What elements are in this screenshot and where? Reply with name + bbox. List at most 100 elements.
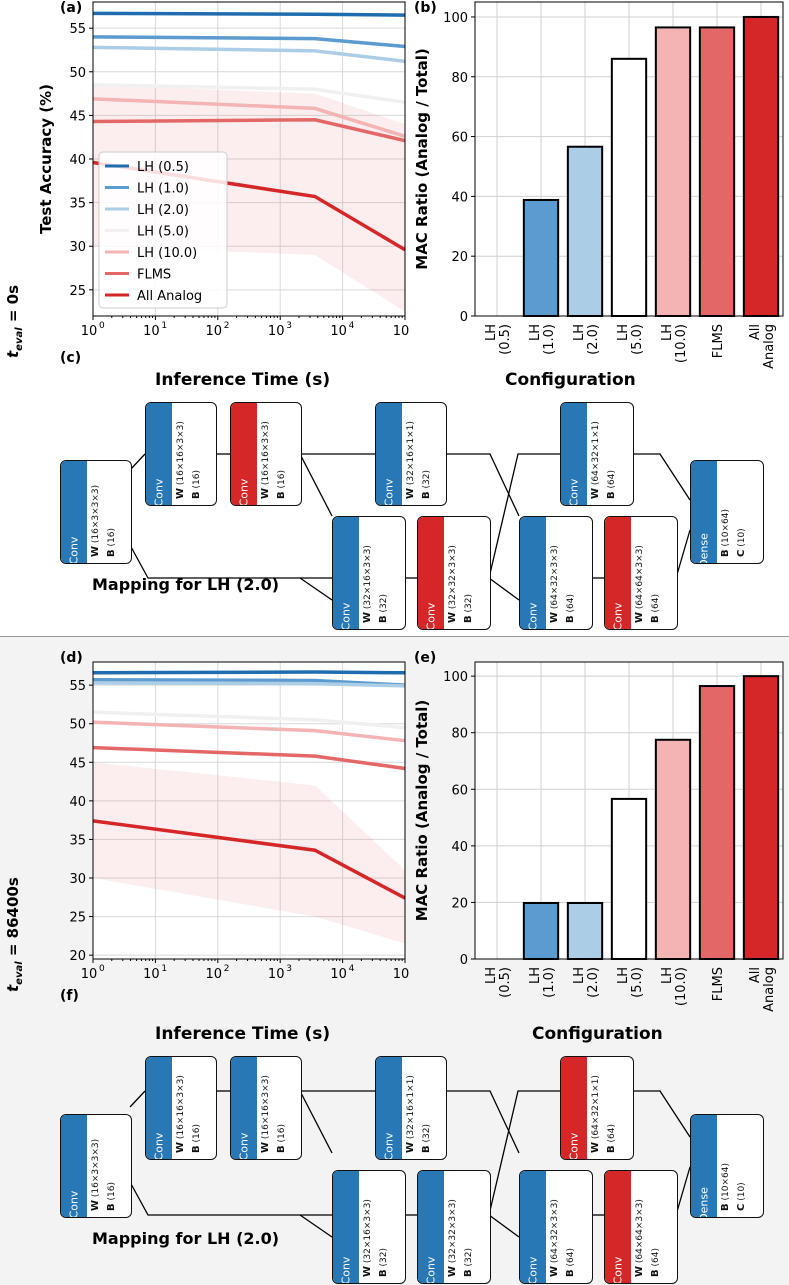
layer-param: B (64) bbox=[565, 594, 576, 623]
layer-param: B (16) bbox=[106, 528, 117, 557]
layer-param-value: (16×16×3×3) bbox=[261, 1075, 271, 1142]
chart-b-xtick-text: LH bbox=[660, 324, 675, 341]
chart-e-xtick-label: All Analog bbox=[748, 967, 777, 1012]
layer-type-label: Conv bbox=[567, 1132, 581, 1160]
chart-b-bar-lh50 bbox=[610, 57, 648, 317]
chart-a-ytick-label: 50 bbox=[69, 66, 86, 81]
mapping-title-bottom: Mapping for LH (2.0) bbox=[92, 1229, 280, 1248]
layer-param-key: B bbox=[191, 491, 202, 499]
layer-type-strip: Conv bbox=[605, 517, 631, 629]
layer-param: W (16×16×3×3) bbox=[260, 1075, 271, 1153]
chart-e-xtick-label: LH (2.0) bbox=[572, 967, 601, 998]
layer-param: C (10) bbox=[736, 1182, 747, 1211]
chart-d-ytick-label: 30 bbox=[69, 872, 86, 887]
chart-a-ytick-label: 55 bbox=[69, 22, 86, 37]
chart-b-xtick-label: FLMS bbox=[711, 324, 726, 358]
chart-e-xtick-label: LH (1.0) bbox=[528, 967, 557, 998]
layer-param-value: (32) bbox=[379, 1248, 389, 1270]
chart-a-ytick-label: 45 bbox=[69, 109, 86, 124]
chart-d-xtick-label: 10 bbox=[206, 967, 223, 982]
layer-param: W (32×16×1×1) bbox=[405, 421, 416, 499]
layer-params: B (10×64) C (10) bbox=[717, 461, 763, 563]
layer-param: W (16×16×3×3) bbox=[260, 421, 271, 499]
layer-connection bbox=[675, 1166, 691, 1216]
layer-block: Conv W (32×16×3×3) B (32) bbox=[332, 516, 406, 630]
layer-params: W (64×64×3×3) B (64) bbox=[631, 517, 677, 629]
chart-d-line: 2025303540455055100101102103104105 bbox=[69, 661, 409, 982]
layer-type-label: Conv bbox=[339, 1256, 353, 1284]
layer-type-label: Conv bbox=[526, 1256, 540, 1284]
chart-b-xtick-text: Analog bbox=[762, 324, 777, 369]
layer-params: W (32×16×1×1) B (32) bbox=[402, 403, 446, 505]
layer-connection bbox=[445, 453, 520, 517]
layer-param-value: (16×16×3×3) bbox=[176, 1075, 186, 1142]
layer-params: B (10×64) C (10) bbox=[717, 1115, 763, 1217]
chart-b-bar: LH (0.5) LH (1.0) LH (2.0) LH (5.0) LH (10.0) FLMS… bbox=[413, 1, 784, 369]
chart-a-legend-label-allanalog: All Analog bbox=[137, 289, 202, 304]
layer-connection bbox=[632, 453, 691, 501]
layer-param: B (16) bbox=[191, 470, 202, 499]
chart-e-xlabel: Configuration bbox=[532, 1024, 663, 1044]
chart-a-xlabel: Inference Time (s) bbox=[155, 370, 331, 390]
chart-d-ytick-label: 20 bbox=[69, 949, 86, 964]
layer-param-key: W bbox=[405, 487, 416, 499]
chart-b-ylabel: MAC Ratio (Analog / Total) bbox=[413, 48, 431, 269]
chart-d-ytick-label: 55 bbox=[69, 679, 86, 694]
layer-type-strip: Conv bbox=[561, 403, 587, 505]
layer-param-value: (32×16×1×1) bbox=[406, 421, 416, 488]
chart-d-xtick-label: 10 bbox=[143, 967, 160, 982]
chart-b-xtick-text: LH bbox=[616, 324, 631, 341]
chart-a-ytick-label: 25 bbox=[69, 284, 86, 299]
layer-param: B (64) bbox=[606, 1124, 617, 1153]
layer-param-key: W bbox=[447, 611, 458, 623]
layer-param-value: (16×16×3×3) bbox=[261, 421, 271, 488]
layer-params: W (32×32×3×3) B (32) bbox=[444, 1171, 490, 1283]
mapping-title-top: Mapping for LH (2.0) bbox=[92, 575, 280, 594]
chart-a-xtick-exponent: 3 bbox=[286, 321, 292, 331]
layer-connection bbox=[445, 1090, 520, 1154]
layer-params: W (32×16×3×3) B (32) bbox=[359, 517, 405, 629]
layer-param-value: (64) bbox=[607, 1124, 617, 1146]
layer-param-key: B bbox=[565, 1269, 576, 1277]
chart-a-ylabel: Test Accuracy (%) bbox=[37, 84, 55, 234]
layer-param-key: W bbox=[362, 1265, 373, 1277]
layer-type-strip: Conv bbox=[146, 1057, 172, 1159]
layer-param-key: W bbox=[362, 611, 373, 623]
layer-type-strip: Conv bbox=[561, 1057, 587, 1159]
chart-b-bar-allanalog bbox=[742, 15, 780, 317]
layer-param-value: (64×64×3×3) bbox=[635, 545, 645, 612]
layer-param-value: (64) bbox=[566, 594, 576, 616]
layer-type-label: Conv bbox=[382, 478, 396, 506]
chart-e-ytick-label: 40 bbox=[451, 840, 468, 855]
layer-block: Conv W (32×32×3×3) B (32) bbox=[417, 516, 491, 630]
layer-block: Conv W (64×32×3×3) B (64) bbox=[519, 516, 593, 630]
layer-param: W (32×32×3×3) bbox=[447, 1199, 458, 1277]
layer-param-key: B bbox=[720, 549, 731, 557]
layer-param: B (16) bbox=[276, 470, 287, 499]
layer-param-value: (64×32×3×3) bbox=[550, 1199, 560, 1266]
chart-b-xtick-text: FLMS bbox=[711, 324, 726, 358]
chart-b-frame bbox=[474, 1, 784, 317]
chart-d-ytick-label: 45 bbox=[69, 756, 86, 771]
chart-a-xtick-label: 10 bbox=[81, 324, 98, 339]
layer-block: Conv W (16×16×3×3) B (16) bbox=[230, 1056, 302, 1160]
chart-a-legend-label-lh10: LH (1.0) bbox=[137, 182, 189, 197]
layer-param: B (64) bbox=[565, 1248, 576, 1277]
panel-label-d: (d) bbox=[60, 650, 83, 666]
chart-b-xtick-text: (0.5) bbox=[498, 324, 513, 355]
chart-a-xtick-exponent: 4 bbox=[349, 321, 355, 331]
chart-b-xlabel: Configuration bbox=[505, 370, 636, 390]
layer-param-value: (64) bbox=[651, 594, 661, 616]
layer-type-label: Conv bbox=[567, 478, 581, 506]
layer-type-strip: Conv bbox=[520, 1171, 546, 1283]
chart-d-ytick-label: 50 bbox=[69, 718, 86, 733]
mapping-connections-top bbox=[129, 453, 691, 601]
layer-param-key: B bbox=[606, 1145, 617, 1153]
layer-params: W (32×16×3×3) B (32) bbox=[359, 1171, 405, 1283]
layer-block: Conv W (32×32×3×3) B (32) bbox=[417, 1170, 491, 1284]
layer-param-key: W bbox=[260, 1141, 271, 1153]
layer-type-strip: Conv bbox=[520, 517, 546, 629]
layer-type-label: Conv bbox=[611, 602, 625, 630]
chart-e-xtick-text: LH bbox=[572, 967, 587, 984]
layer-param-value: (16×3×3×3) bbox=[91, 1138, 101, 1200]
